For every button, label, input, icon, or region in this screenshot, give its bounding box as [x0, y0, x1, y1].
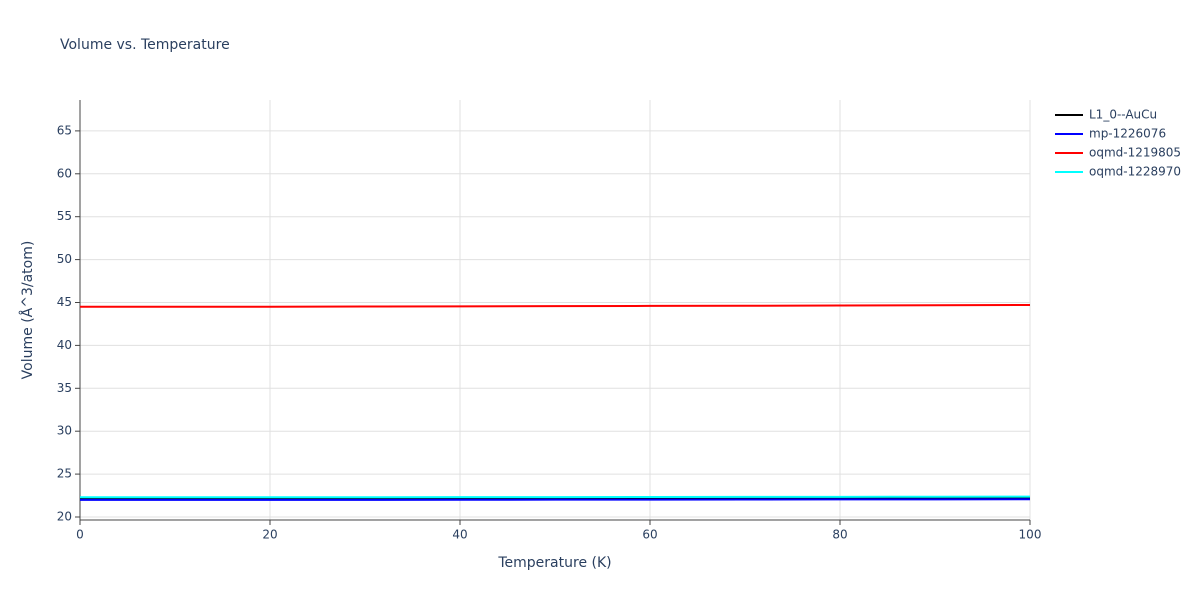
y-tick-label: 60 — [57, 166, 72, 180]
x-tick-label: 20 — [262, 528, 277, 542]
legend-label: L1_0--AuCu — [1089, 108, 1157, 122]
y-tick-label: 25 — [57, 467, 72, 481]
x-tick-label: 60 — [642, 528, 657, 542]
y-tick-label: 50 — [57, 252, 72, 266]
legend-label: oqmd-1219805 — [1089, 146, 1181, 160]
x-axis-label: Temperature (K) — [497, 555, 611, 571]
legend-label: mp-1226076 — [1089, 127, 1166, 141]
y-tick-label: 65 — [57, 123, 72, 137]
series-line — [80, 498, 1031, 501]
series-line — [80, 303, 1031, 308]
x-tick-label: 100 — [1019, 528, 1042, 542]
series-line — [80, 495, 1031, 499]
y-tick-label: 30 — [57, 424, 72, 438]
x-tick-label: 80 — [832, 528, 847, 542]
legend-label: oqmd-1228970 — [1089, 165, 1181, 179]
chart-title: Volume vs. Temperature — [60, 37, 230, 53]
y-tick-label: 35 — [57, 381, 72, 395]
x-tick-label: 0 — [76, 528, 84, 542]
y-tick-label: 20 — [57, 509, 72, 523]
x-tick-label: 40 — [452, 528, 467, 542]
y-tick-label: 55 — [57, 209, 72, 223]
y-tick-label: 40 — [57, 338, 72, 352]
y-tick-label: 45 — [57, 295, 72, 309]
y-axis-label: Volume (Å^3/atom) — [19, 241, 36, 380]
